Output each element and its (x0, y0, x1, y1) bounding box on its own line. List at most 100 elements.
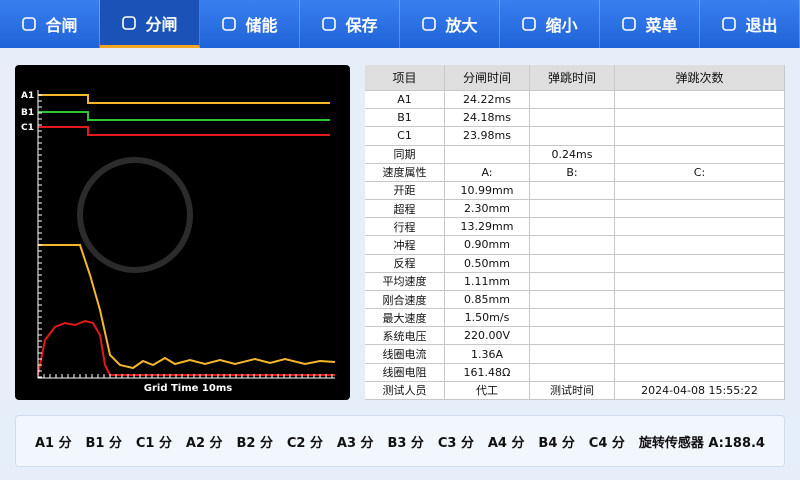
table-cell (615, 181, 785, 201)
table-cell: 0.85mm (445, 290, 530, 310)
toolbar: 合闸 分闸 储能 保存 放大 缩小 菜单 退出 (0, 0, 800, 48)
status-item: B4 分 (538, 435, 575, 451)
table-cell: 平均速度 (365, 272, 445, 291)
table-cell (530, 272, 615, 291)
table-cell (615, 200, 785, 219)
table-cell: 系统电压 (365, 327, 445, 346)
table-cell (530, 109, 615, 128)
toolbar-button[interactable]: 储能 (200, 0, 300, 48)
status-item: B2 分 (236, 435, 273, 451)
icon-shape (422, 17, 437, 31)
button-icon (322, 17, 337, 31)
table-cell: 线圈电阻 (365, 363, 445, 382)
table-cell: 13.29mm (445, 218, 530, 237)
table-cell (615, 109, 785, 128)
table-cell: C1 (365, 127, 445, 146)
status-item: 旋转传感器 A:188.4 (638, 435, 765, 451)
table-cell: 0.90mm (445, 236, 530, 255)
table-cell: 2.30mm (445, 200, 530, 219)
table-cell (530, 218, 615, 237)
table-cell (615, 127, 785, 146)
table-cell (530, 327, 615, 346)
table-cell (615, 363, 785, 382)
header-cell: 弹跳时间 (530, 65, 615, 91)
table-cell (530, 290, 615, 310)
icon-shape (322, 17, 337, 31)
icon-shape (722, 17, 737, 31)
toolbar-button[interactable]: 退出 (700, 0, 800, 48)
traces (37, 90, 336, 379)
button-icon (422, 17, 437, 31)
table-cell: 冲程 (365, 236, 445, 255)
table-cell: B1 (365, 109, 445, 128)
table-cell: 代工 (445, 381, 530, 400)
table-cell (615, 254, 785, 273)
table-cell (530, 181, 615, 201)
button-icon (622, 17, 637, 31)
button-icon (522, 17, 537, 31)
icon-shape (622, 17, 637, 31)
header-cell: 项目 (365, 65, 445, 91)
button-label: 放大 (445, 16, 478, 35)
table-cell (615, 145, 785, 164)
status-item: A1 分 (34, 435, 72, 451)
a1-trace (38, 94, 330, 104)
status-item: A2 分 (185, 435, 223, 451)
table-cell: 同期 (365, 145, 445, 164)
table-cell (615, 91, 785, 110)
button-label: 退出 (745, 16, 778, 35)
table-cell (530, 91, 615, 110)
table-cell: 最大速度 (365, 309, 445, 328)
table-cell: 反程 (365, 254, 445, 273)
c1-trace (38, 126, 330, 136)
table-cell (615, 309, 785, 328)
status-bar: A1 分 B1 分 C1 分 A2 分 B2 分 C2 分 A3 分 B3 分 C3 分 A4 分… (15, 415, 785, 467)
toolbar-button[interactable]: 合闸 (0, 0, 100, 48)
table-cell: 2024-04-08 15:55:22 (615, 381, 785, 400)
status-item: A4 分 (487, 435, 525, 451)
table-cell (530, 236, 615, 255)
channel-label: C1 (21, 123, 34, 133)
b1-trace (38, 111, 330, 121)
toolbar-button[interactable]: 保存 (300, 0, 400, 48)
table-cell: 线圈电流 (365, 345, 445, 364)
table-cell: 10.99mm (445, 181, 530, 201)
table-cell: 24.18ms (445, 109, 530, 128)
table-cell: 开距 (365, 181, 445, 201)
channel-label: B1 (21, 108, 34, 118)
toolbar-button[interactable]: 缩小 (500, 0, 600, 48)
button-label: 保存 (345, 16, 378, 35)
button-icon (22, 17, 37, 31)
grid-caption: Grid Time 10ms (144, 383, 232, 394)
table-cell (615, 290, 785, 310)
c1-travel (37, 319, 335, 376)
a1-travel (38, 244, 336, 370)
table-cell (615, 236, 785, 255)
button-label: 分闸 (145, 14, 178, 34)
table-cell (615, 218, 785, 237)
table-cell: 23.98ms (445, 127, 530, 146)
status-item: C3 分 (437, 435, 474, 451)
table-cell (615, 272, 785, 291)
table-cell (530, 200, 615, 219)
waveform-panel: Grid Time 10ms A1 B1 C1 (15, 65, 350, 400)
table-cell: C: (615, 163, 785, 182)
table-cell: 0.24ms (530, 145, 615, 164)
icon-shape (522, 17, 537, 31)
toolbar-button[interactable]: 分闸 (100, 0, 200, 48)
toolbar-button[interactable]: 放大 (400, 0, 500, 48)
result-table: 项目 分闸时间 弹跳时间 弹跳次数 A1 24.22ms B1 24.18ms C1 23.98m… (365, 65, 785, 400)
table-cell: 测试时间 (530, 381, 615, 400)
toolbar-button[interactable]: 菜单 (600, 0, 700, 48)
channel-label: A1 (21, 91, 34, 101)
button-icon (222, 17, 237, 31)
header-cell: 弹跳次数 (615, 65, 785, 91)
button-label: 菜单 (645, 16, 678, 35)
table-cell: B: (530, 163, 615, 182)
table-cell: 超程 (365, 200, 445, 219)
table-cell (530, 254, 615, 273)
table-cell (445, 145, 530, 164)
button-label: 储能 (245, 16, 278, 35)
header-cell: 分闸时间 (445, 65, 530, 91)
